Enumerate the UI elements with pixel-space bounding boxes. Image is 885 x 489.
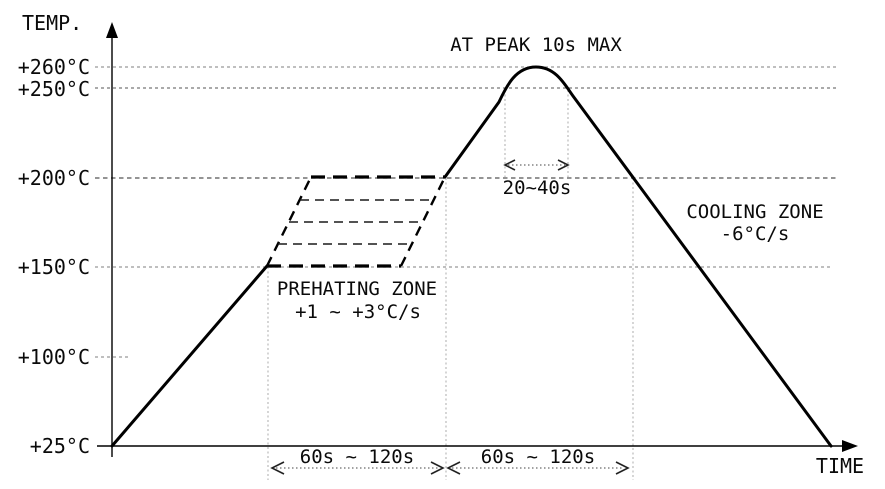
arrow-right-head-icon (430, 461, 445, 475)
peak-width-label: 20~40s (503, 177, 572, 199)
y-tick-label-250: +250°C (18, 77, 90, 101)
cooling-zone-label: COOLING ZONE (686, 201, 823, 223)
y-tick-label-200: +200°C (18, 166, 90, 190)
preheat-zone-label: PREHATING ZONE (277, 278, 437, 300)
preheat-rate-label: +1 ~ +3°C/s (295, 301, 421, 323)
profile-peak-and-cooling-segment (443, 65, 833, 448)
ramp-duration-label: 60s ~ 120s (481, 446, 595, 468)
preheat-zone-right-edge (399, 176, 447, 267)
y-tick-label-150: +150°C (18, 255, 90, 279)
y-axis-title: TEMP. (22, 11, 82, 35)
x-axis-arrow-icon (842, 440, 858, 452)
y-tick-label-100: +100°C (18, 345, 90, 369)
arrow-left-head-icon (503, 159, 516, 171)
profile-initial-ramp-segment (110, 264, 269, 448)
arrow-left-head-icon (446, 461, 461, 475)
x-axis-title: TIME (816, 454, 864, 478)
cooling-rate-label: -6°C/s (721, 223, 790, 245)
y-axis-arrow-icon (106, 22, 118, 38)
preheat-duration-label: 60s ~ 120s (300, 446, 414, 468)
arrow-right-head-icon (615, 461, 630, 475)
arrow-left-head-icon (270, 461, 285, 475)
peak-annotation: AT PEAK 10s MAX (450, 34, 622, 56)
arrow-right-head-icon (557, 159, 570, 171)
y-tick-label-25: +25°C (30, 434, 90, 458)
y-tick-label-260: +260°C (18, 55, 90, 79)
